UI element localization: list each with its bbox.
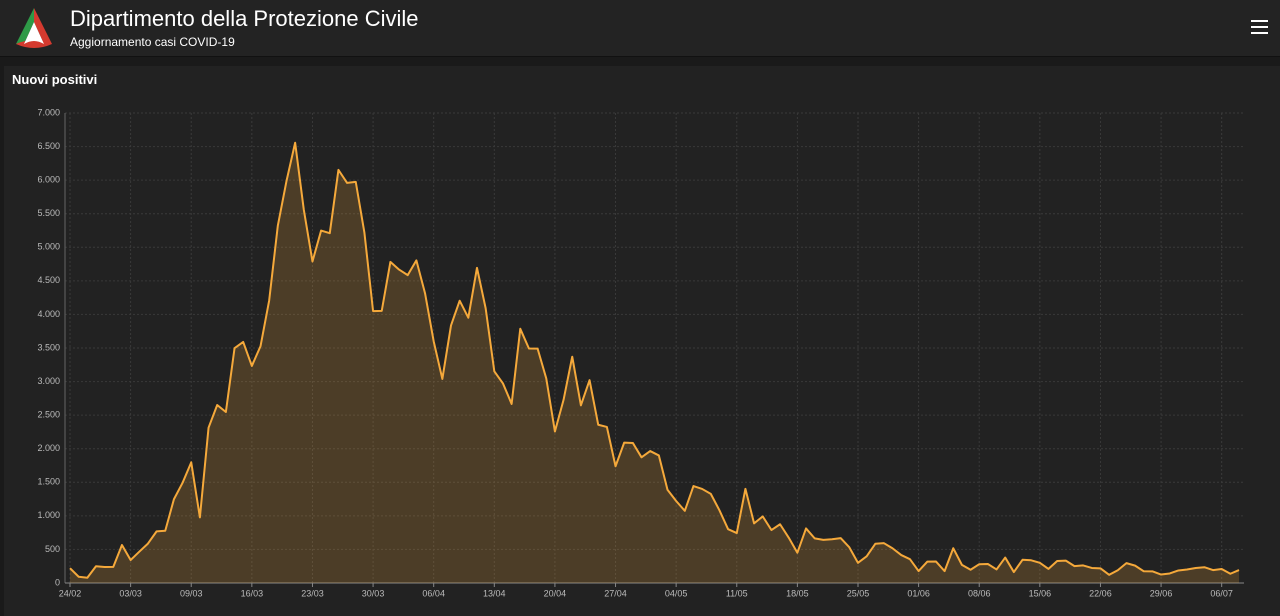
x-tick-label: 06/07	[1210, 588, 1233, 598]
y-tick-label: 500	[45, 544, 60, 554]
x-tick-label: 03/03	[119, 588, 142, 598]
menu-button[interactable]	[1251, 19, 1269, 35]
x-tick-label: 01/06	[907, 588, 930, 598]
chart-panel: Nuovi positivi 0 500 1.000 1.500 2.000 2.500 3…	[4, 66, 1280, 616]
x-tick-label: 06/04	[422, 588, 445, 598]
chart: 0 500 1.000 1.500 2.000 2.500 3.000 3.500 4.000 4…	[37, 107, 1244, 598]
x-tick-label: 04/05	[665, 588, 688, 598]
app-subtitle: Aggiornamento casi COVID-19	[70, 35, 235, 49]
x-tick-label: 08/06	[968, 588, 991, 598]
y-tick-label: 5.500	[37, 208, 60, 218]
x-tick-label: 13/04	[483, 588, 506, 598]
y-tick-label: 7.000	[37, 107, 60, 117]
y-tick-label: 6.500	[37, 141, 60, 151]
y-tick-label: 1.500	[37, 477, 60, 487]
x-tick-label: 16/03	[241, 588, 264, 598]
header: Dipartimento della Protezione Civile Agg…	[0, 0, 1280, 57]
y-tick-label: 2.000	[37, 443, 60, 453]
y-tick-label: 3.000	[37, 376, 60, 386]
x-tick-label: 23/03	[301, 588, 324, 598]
y-tick-label: 6.000	[37, 175, 60, 185]
area	[70, 142, 1239, 583]
y-tick-label: 4.000	[37, 309, 60, 319]
x-tick-label: 29/06	[1150, 588, 1173, 598]
x-tick-label: 09/03	[180, 588, 203, 598]
y-tick-label: 0	[55, 577, 60, 587]
logo	[16, 8, 52, 48]
line	[69, 141, 1240, 579]
y-tick-label: 5.000	[37, 242, 60, 252]
x-tick-label: 30/03	[362, 588, 385, 598]
chart-title: Nuovi positivi	[12, 72, 98, 87]
y-tick-label: 2.500	[37, 410, 60, 420]
x-tick-label: 27/04	[604, 588, 627, 598]
x-tick-label: 18/05	[786, 588, 809, 598]
x-tick-label: 25/05	[847, 588, 870, 598]
app-title: Dipartimento della Protezione Civile	[70, 6, 419, 31]
x-tick-label: 11/05	[726, 588, 748, 598]
x-tick-label: 20/04	[544, 588, 567, 598]
x-tick-label: 22/06	[1089, 588, 1112, 598]
x-tick-label: 24/02	[59, 588, 82, 598]
x-tick-label: 15/06	[1029, 588, 1052, 598]
y-tick-label: 1.000	[37, 510, 60, 520]
y-tick-label: 3.500	[37, 342, 60, 352]
y-tick-label: 4.500	[37, 275, 60, 285]
